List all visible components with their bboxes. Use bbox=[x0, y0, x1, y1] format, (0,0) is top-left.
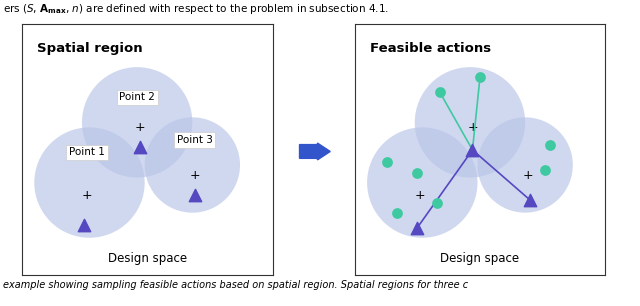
Text: +: + bbox=[189, 169, 200, 181]
Text: Point 3: Point 3 bbox=[177, 135, 213, 145]
Text: +: + bbox=[82, 188, 92, 202]
Circle shape bbox=[35, 127, 145, 238]
Point bbox=[382, 160, 392, 165]
Text: Spatial region: Spatial region bbox=[36, 42, 143, 55]
Point bbox=[79, 223, 90, 228]
Point bbox=[525, 198, 535, 203]
Point bbox=[412, 170, 422, 175]
Point bbox=[435, 90, 445, 95]
Circle shape bbox=[415, 67, 525, 177]
Text: Feasible actions: Feasible actions bbox=[369, 42, 491, 55]
Point bbox=[432, 200, 442, 205]
Point bbox=[412, 225, 422, 230]
Text: +: + bbox=[467, 121, 478, 134]
Text: +: + bbox=[134, 121, 145, 134]
Circle shape bbox=[477, 117, 573, 213]
Point bbox=[545, 143, 556, 147]
Text: Design space: Design space bbox=[108, 252, 187, 265]
Point bbox=[134, 145, 145, 150]
Point bbox=[540, 168, 550, 173]
FancyArrow shape bbox=[300, 143, 330, 160]
Text: Design space: Design space bbox=[440, 252, 520, 265]
Text: +: + bbox=[522, 169, 533, 181]
Point bbox=[392, 210, 403, 215]
Circle shape bbox=[145, 117, 240, 213]
Text: example showing sampling feasible actions based on spatial region. Spatial regio: example showing sampling feasible action… bbox=[3, 280, 468, 290]
Circle shape bbox=[367, 127, 477, 238]
Text: Point 1: Point 1 bbox=[69, 147, 105, 158]
Point bbox=[475, 75, 485, 80]
Point bbox=[189, 193, 200, 198]
Point bbox=[467, 147, 477, 152]
Text: ers ($S$, $\mathbf{A_{max}}$, $n$) are defined with respect to the problem in su: ers ($S$, $\mathbf{A_{max}}$, $n$) are d… bbox=[3, 2, 389, 16]
Circle shape bbox=[82, 67, 193, 177]
Text: Point 2: Point 2 bbox=[119, 92, 155, 102]
Text: +: + bbox=[415, 188, 425, 202]
